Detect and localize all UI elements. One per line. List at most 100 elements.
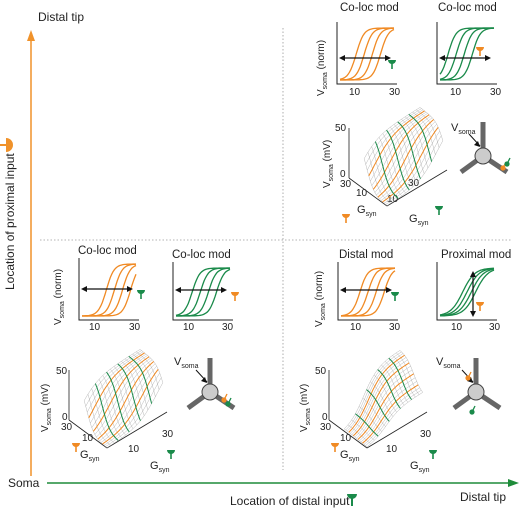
panel-top-right-neuron-synapse-stem (506, 157, 511, 165)
xtick-10: 10 (451, 322, 463, 333)
panel-mid-left-surface-gridline (100, 366, 157, 443)
panel-top-right-surface-gridline (371, 113, 428, 186)
panel-mid-right-surface-gridline (358, 406, 383, 432)
panel-mid-left-plot-right-arrowhead-left (175, 287, 181, 293)
panel-mid-right-surface-gridline (396, 352, 420, 395)
panel-mid-left-neuron (186, 358, 236, 411)
panel-mid-left-plot-left-arrowhead-left (81, 286, 87, 292)
y-axis-top-label: Distal tip (38, 10, 85, 24)
vsoma-label: Vsoma (436, 356, 461, 371)
panel-mid-left-surface-gridline (87, 351, 144, 413)
g-syn-label-left: Gsyn (340, 449, 360, 464)
panel-mid-right-neuron-soma (467, 383, 485, 401)
panel-mid-left-surface-gridline (94, 357, 151, 435)
panel-mid-right-surface-gridline (399, 350, 423, 393)
panel-mid-right-plot-right-axes (436, 262, 497, 321)
panel-top-right-green-synapse-icon (435, 206, 443, 215)
panel-top-right-surface-gridline (393, 124, 417, 184)
panel-top-right-surface-gridline (386, 140, 443, 206)
panel-mid-left-title-left: Co-loc mod (78, 245, 137, 257)
panel-mid-left-surface (68, 349, 168, 449)
panel-mid-right-plot-right-synapse-icon-head (476, 302, 484, 306)
panel-top-right-surface-gridline (383, 131, 440, 204)
g-syn-label-right: Gsyn (410, 460, 430, 475)
x-axis-left-label: Soma (8, 476, 40, 490)
panel-top-right-plot-left-curve (340, 27, 395, 81)
distal-axis-arrowhead (508, 479, 519, 487)
panel-mid-right-plot-left-arrowhead-right (386, 287, 392, 293)
ztick-0: 0 (340, 169, 346, 180)
panel-top-right-surface-gridline (374, 115, 431, 193)
panel-top-right-surface-green-trace (386, 129, 410, 191)
panel-mid-left-green-synapse-icon-head (167, 450, 175, 454)
panel-mid-right-surface-orange-trace (352, 362, 410, 437)
panel-mid-right-title-left: Distal mod (339, 249, 394, 261)
panel-top-right-green-synapse-icon-head (435, 206, 443, 210)
panel-mid-right-surface-green-trace (377, 369, 401, 409)
panel-top-right-plot-left (336, 22, 397, 85)
panel-mid-left-plot-left-curve (82, 263, 136, 317)
panel-mid-left-plot-right-synapse-icon-head (231, 292, 239, 296)
panel-mid-left-green-synapse-icon (167, 450, 175, 459)
panel-top-right-surface-gleft-axis (348, 177, 388, 207)
panel-top-right-plot-right (436, 22, 497, 85)
g-tick-10: 10 (128, 444, 140, 455)
panel-top-right-plot-left-curve (340, 28, 395, 81)
panel-top-right-plot-right-synapse-icon-head (476, 47, 484, 51)
panel-mid-right-plot-right (436, 262, 497, 321)
panel-top-right-title-left: Co-loc mod (340, 2, 399, 14)
panel-top-right-surface-gridline (382, 133, 406, 194)
panel-mid-right-surface-gridline (362, 397, 386, 427)
panel-top-right-surface-gridline (379, 121, 436, 200)
panel-top-right-plot-left-synapse-icon (388, 60, 396, 69)
panel-mid-right-plot-right-arrowhead-down (470, 311, 476, 317)
panel-top-right-surface-gright-axis (386, 169, 448, 207)
panel-top-right-surface-gridline (376, 117, 433, 196)
panel-mid-left-surface-gridline (106, 382, 163, 448)
panel-top-right-plot-left-curve (339, 27, 394, 80)
xtick-30: 30 (129, 322, 141, 333)
panel-top-right-surface-gridline (419, 107, 443, 141)
panel-top-right-plot-right-axes (436, 22, 497, 85)
g-tick-10: 10 (386, 444, 398, 455)
panel-top-right-surface-green-trace (374, 141, 399, 199)
panel-top-right-surface-gridline (370, 111, 427, 182)
vsoma-label: Vsoma (451, 122, 476, 137)
panel-mid-left-surface-gridline (110, 369, 134, 429)
panel-top-right-surface-gridline (371, 146, 395, 202)
green-synapse-icon (347, 494, 357, 506)
panel-mid-left-surface-gridline (105, 377, 162, 447)
xtick-10: 10 (183, 322, 195, 333)
panel-mid-left-neuron-synapse-stem (227, 397, 232, 405)
panel-top-right-plot-right-curve (439, 27, 494, 75)
g-tick-30: 30 (340, 179, 352, 190)
panel-mid-left-orange-synapse-icon (72, 443, 80, 452)
panel-mid-right-plot-right-curve (439, 267, 494, 316)
vsoma-label: Vsoma (174, 356, 199, 371)
panel-mid-right-neuron-synapse-stem (471, 405, 476, 413)
panel-top-right-surface-green-trace (408, 114, 433, 162)
panel-top-right-surface-gridline (412, 111, 436, 155)
panel-mid-left-surface-orange-trace (92, 356, 150, 432)
orange-synapse-icon (0, 138, 13, 152)
panel-mid-left-surface-gright-axis (106, 411, 168, 449)
panel-mid-right-plot-right-synapse-icon (476, 302, 484, 311)
panel-mid-right-surface-gridline (347, 424, 371, 444)
proximal-axis-arrowhead (27, 30, 35, 41)
panel-mid-left-plot-right-curve (176, 267, 230, 317)
panel-top-right-plot-right-curve (440, 27, 495, 81)
panel-mid-right-neuron-electrode-tip (467, 377, 473, 383)
panel-mid-left-surface-gridline (136, 351, 160, 390)
panel-mid-right-surface-orange-trace (362, 384, 419, 444)
panel-mid-left-plot-left-axes (78, 258, 139, 321)
g-syn-label-left: Gsyn (357, 204, 377, 219)
g-syn-label-right: Gsyn (150, 460, 170, 475)
panel-mid-right-surface-green-trace (355, 413, 379, 437)
panel-mid-left-surface-orange-trace (97, 361, 155, 440)
xtick-30: 30 (490, 87, 502, 98)
panel-mid-left-surface-green-trace (94, 383, 119, 441)
panel-mid-right-plot-left-curve (341, 270, 396, 317)
panel-mid-right-orange-synapse-icon (331, 443, 339, 452)
panel-mid-left-surface-gridline (103, 373, 160, 446)
